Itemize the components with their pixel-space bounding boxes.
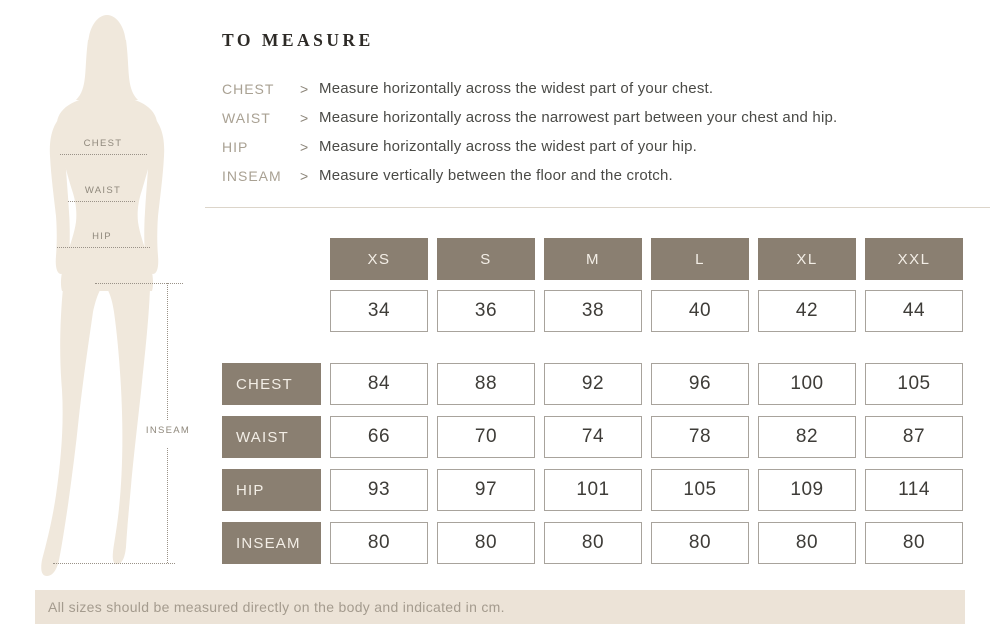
row-label-waist: WAIST <box>222 416 321 458</box>
instruction-text: Measure horizontally across the widest p… <box>319 80 714 97</box>
instruction-row-inseam: INSEAM > Measure vertically between the … <box>222 161 837 190</box>
chevron-right-icon: > <box>300 167 309 184</box>
figure-hip-label: HIP <box>92 231 112 242</box>
numeric-size-row: 34 36 38 40 42 44 <box>222 290 963 332</box>
waist-value-cell: 70 <box>437 416 535 458</box>
section-divider <box>205 207 990 208</box>
chevron-right-icon: > <box>300 109 309 126</box>
hip-measure-line <box>57 247 150 248</box>
chest-value-cell: 84 <box>330 363 428 405</box>
instruction-label: WAIST <box>222 109 271 126</box>
measurement-note-text: All sizes should be measured directly on… <box>48 599 505 615</box>
inseam-value-cell: 80 <box>544 522 642 564</box>
hip-value-cell: 93 <box>330 469 428 511</box>
row-label-hip: HIP <box>222 469 321 511</box>
size-header-s: S <box>437 238 535 280</box>
numeric-size-cell: 44 <box>865 290 963 332</box>
figure-chest-label: CHEST <box>83 138 123 149</box>
waist-value-cell: 82 <box>758 416 856 458</box>
size-header-m: M <box>544 238 642 280</box>
instruction-text: Measure horizontally across the widest p… <box>319 138 698 155</box>
numeric-size-cell: 34 <box>330 290 428 332</box>
instruction-label: HIP <box>222 138 249 155</box>
measurement-figure: CHEST WAIST HIP INSEAM <box>30 10 205 588</box>
table-row-inseam: INSEAM 80 80 80 80 80 80 <box>222 522 963 564</box>
inseam-vertical-line-upper <box>167 283 168 420</box>
table-row-hip: HIP 93 97 101 105 109 114 <box>222 469 963 511</box>
hip-value-cell: 105 <box>651 469 749 511</box>
numeric-size-cell: 36 <box>437 290 535 332</box>
instruction-row-chest: CHEST > Measure horizontally across the … <box>222 74 837 103</box>
inseam-value-cell: 80 <box>651 522 749 564</box>
size-header-xl: XL <box>758 238 856 280</box>
waist-value-cell: 78 <box>651 416 749 458</box>
chest-value-cell: 96 <box>651 363 749 405</box>
row-label-chest: CHEST <box>222 363 321 405</box>
chevron-right-icon: > <box>300 138 309 155</box>
inseam-value-cell: 80 <box>758 522 856 564</box>
page-title: TO MEASURE <box>222 30 374 50</box>
instruction-row-waist: WAIST > Measure horizontally across the … <box>222 103 837 132</box>
numeric-size-cell: 42 <box>758 290 856 332</box>
size-header-xxl: XXL <box>865 238 963 280</box>
size-header-xs: XS <box>330 238 428 280</box>
measure-instructions: CHEST > Measure horizontally across the … <box>222 74 837 190</box>
chest-value-cell: 92 <box>544 363 642 405</box>
inseam-vertical-line-lower <box>167 448 168 563</box>
inseam-value-cell: 80 <box>865 522 963 564</box>
size-chart-table: XS S M L XL XXL 34 36 38 40 42 44 CHEST … <box>222 238 963 574</box>
instruction-text: Measure horizontally across the narrowes… <box>319 109 838 126</box>
chest-value-cell: 88 <box>437 363 535 405</box>
inseam-value-cell: 80 <box>330 522 428 564</box>
row-label-inseam: INSEAM <box>222 522 321 564</box>
figure-inseam-label: INSEAM <box>145 425 191 436</box>
size-header-row: XS S M L XL XXL <box>222 238 963 280</box>
chest-value-cell: 100 <box>758 363 856 405</box>
hip-value-cell: 101 <box>544 469 642 511</box>
instruction-label: CHEST <box>222 80 275 97</box>
figure-waist-label: WAIST <box>84 185 122 196</box>
woman-silhouette-graphic <box>41 15 165 576</box>
chest-value-cell: 105 <box>865 363 963 405</box>
waist-measure-line <box>68 201 135 202</box>
chest-measure-line <box>60 154 147 155</box>
inseam-top-line <box>95 283 183 284</box>
measurement-note-bar: All sizes should be measured directly on… <box>35 590 965 624</box>
numeric-size-cell: 38 <box>544 290 642 332</box>
hip-value-cell: 97 <box>437 469 535 511</box>
waist-value-cell: 74 <box>544 416 642 458</box>
numeric-size-cell: 40 <box>651 290 749 332</box>
instruction-text: Measure vertically between the floor and… <box>319 167 673 184</box>
inseam-value-cell: 80 <box>437 522 535 564</box>
table-row-chest: CHEST 84 88 92 96 100 105 <box>222 363 963 405</box>
inseam-floor-line <box>53 563 175 564</box>
table-row-waist: WAIST 66 70 74 78 82 87 <box>222 416 963 458</box>
size-header-l: L <box>651 238 749 280</box>
instruction-label: INSEAM <box>222 167 282 184</box>
chevron-right-icon: > <box>300 80 309 97</box>
waist-value-cell: 87 <box>865 416 963 458</box>
hip-value-cell: 109 <box>758 469 856 511</box>
instruction-row-hip: HIP > Measure horizontally across the wi… <box>222 132 837 161</box>
waist-value-cell: 66 <box>330 416 428 458</box>
hip-value-cell: 114 <box>865 469 963 511</box>
